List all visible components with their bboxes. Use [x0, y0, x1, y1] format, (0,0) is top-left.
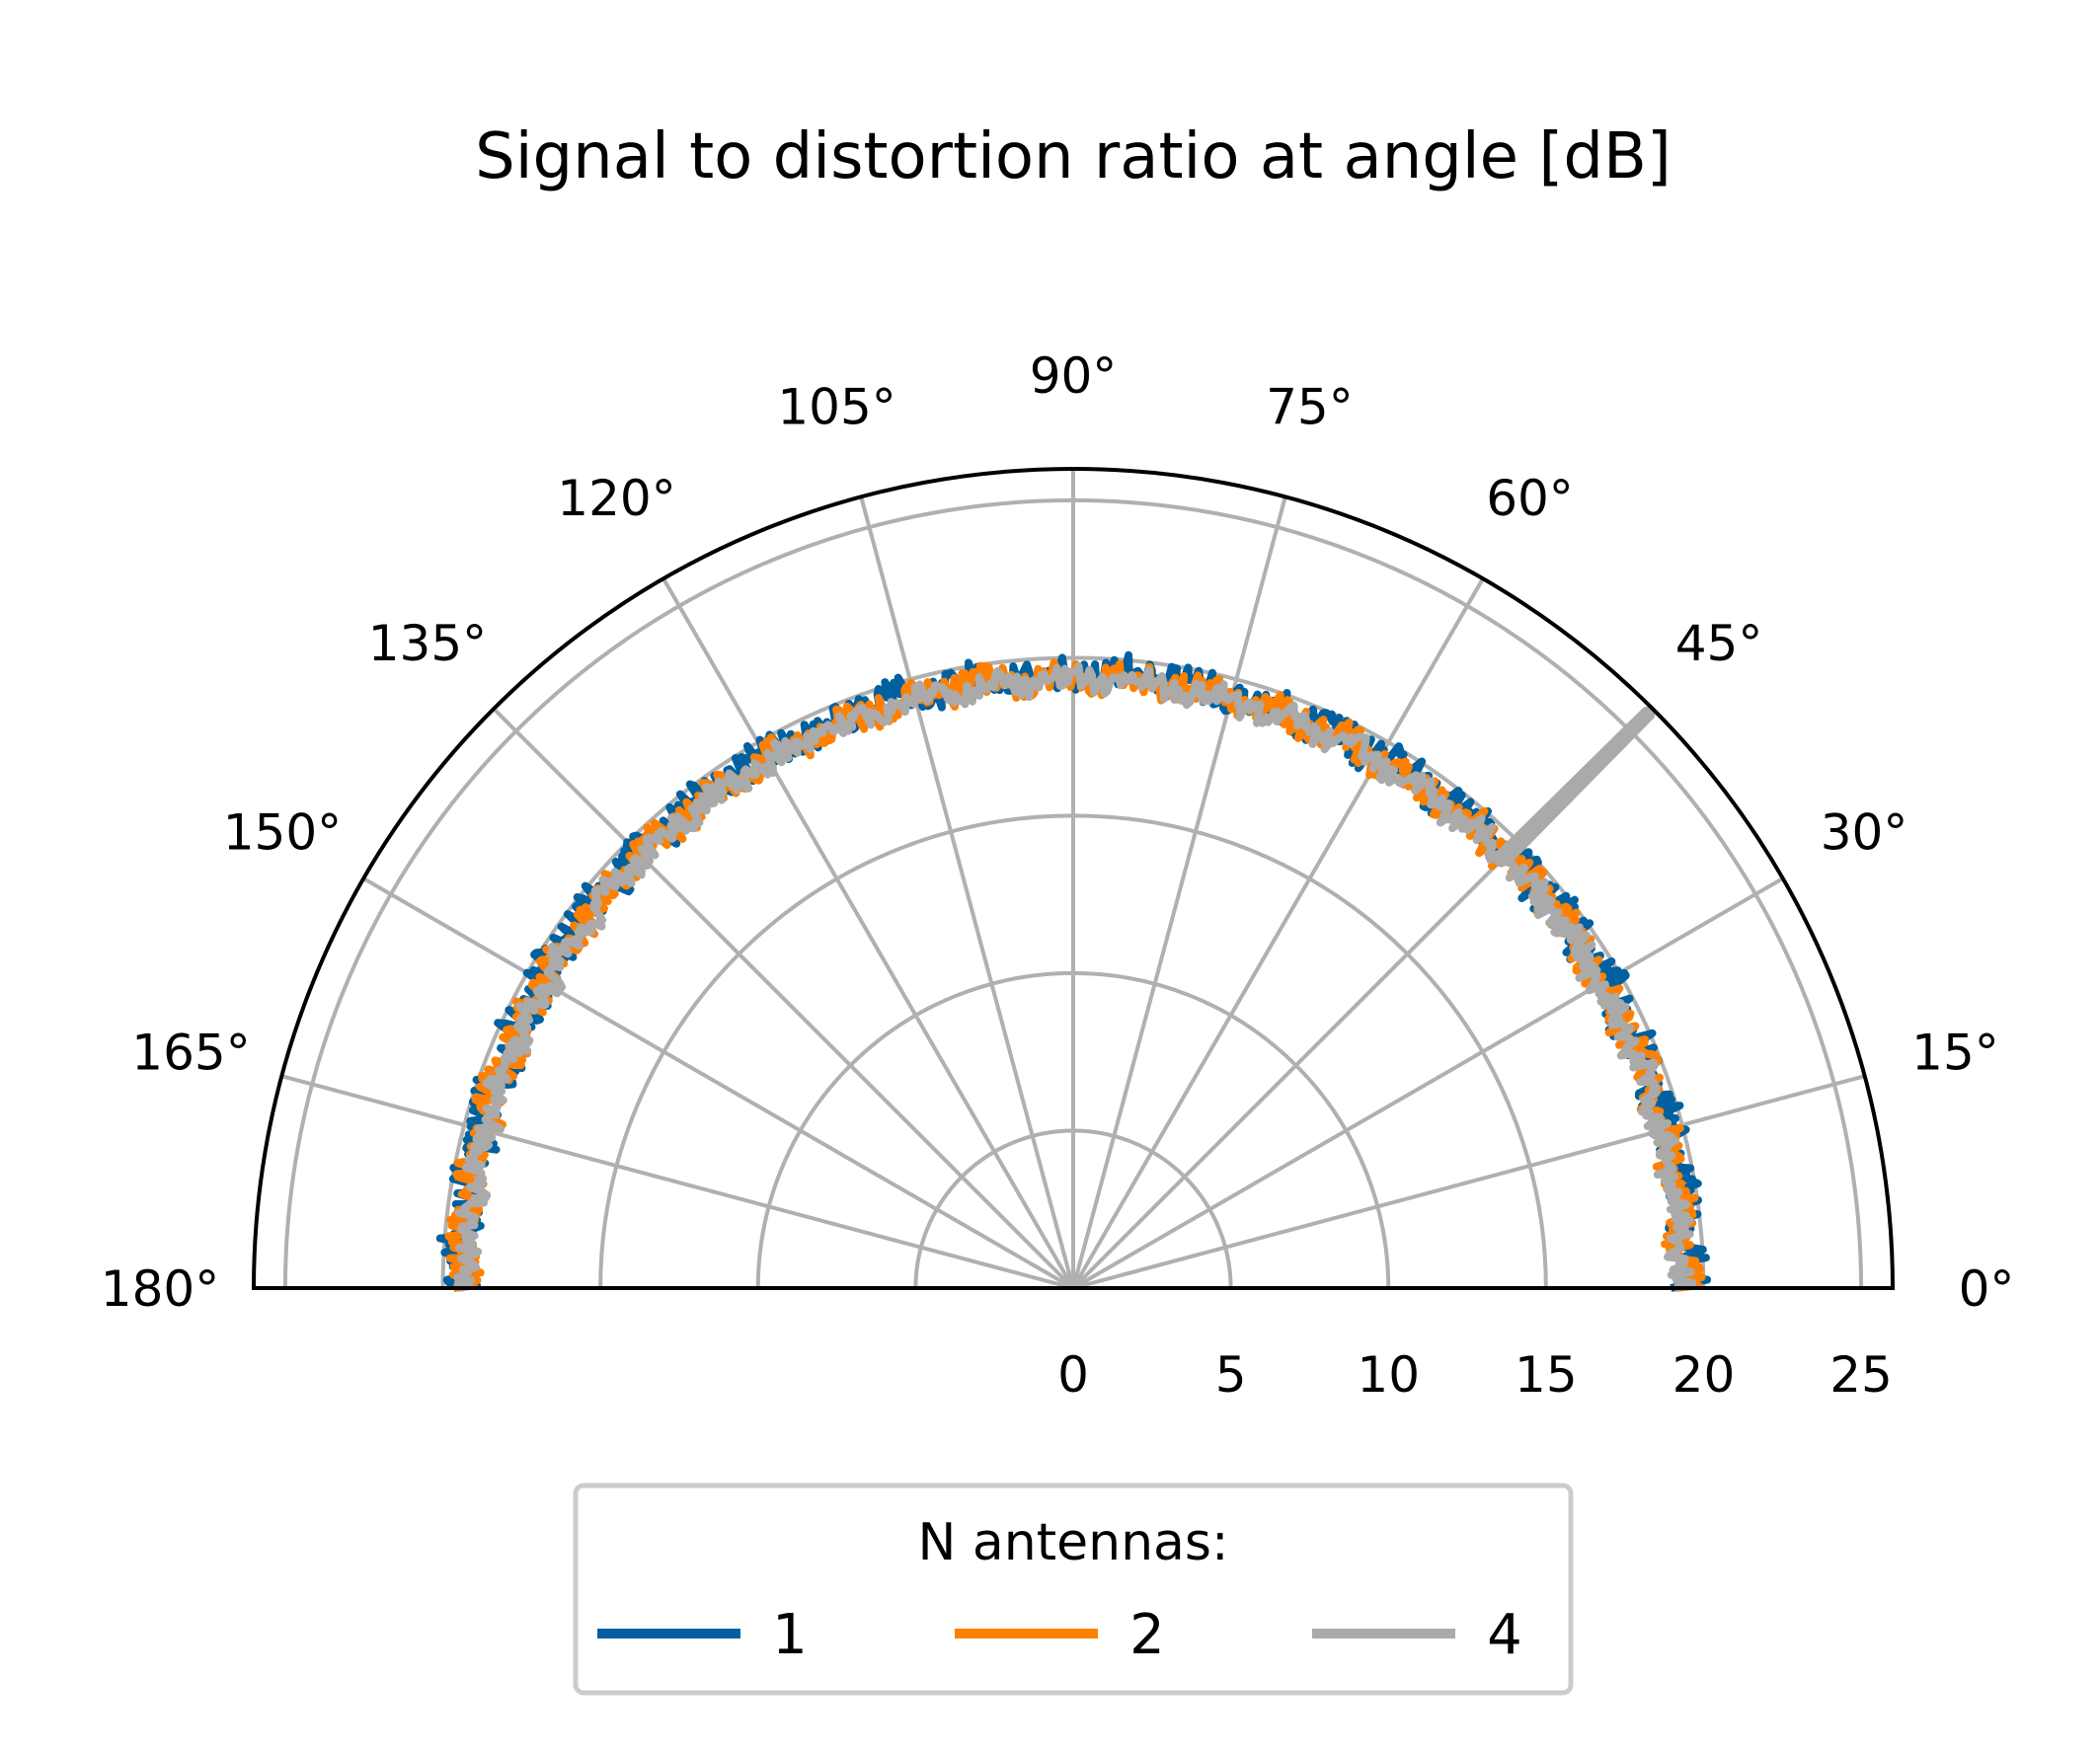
legend-entries: 1 2 4 [597, 1603, 1522, 1667]
r-tick-label: 10 [1357, 1346, 1420, 1404]
theta-tick-label: 0° [1959, 1260, 2015, 1318]
theta-tick-label: 60° [1486, 470, 1574, 527]
theta-tick-label: 150° [223, 804, 342, 862]
theta-tick-label: 75° [1266, 379, 1354, 436]
theta-grid-line-135 [492, 707, 1075, 1290]
theta-tick-labels: 0° 15° 30° 45° 60° 75° 90° 105° 120° 135° 150° 165°… [101, 347, 2015, 1318]
r-tick-label: 5 [1215, 1346, 1247, 1404]
chart-title: Signal to distortion ratio at angle [dB] [475, 120, 1672, 193]
legend-label-4: 4 [1487, 1603, 1522, 1667]
theta-tick-label: 120° [557, 470, 675, 527]
polar-frame-outline [251, 467, 1896, 1290]
theta-tick-label: 135° [368, 615, 487, 672]
theta-grid-line-30 [1071, 876, 1784, 1290]
theta-tick-label: 165° [131, 1025, 250, 1082]
series-spike-4 [1494, 706, 1656, 868]
theta-tick-label: 180° [101, 1260, 219, 1318]
legend: N antennas: 1 2 4 [573, 1483, 1574, 1696]
theta-tick-label: 105° [777, 379, 895, 436]
theta-grid-line-105 [859, 495, 1075, 1289]
r-tick-label: 0 [1057, 1346, 1089, 1404]
legend-box [573, 1483, 1574, 1696]
legend-title: N antennas: [917, 1513, 1228, 1572]
theta-grid-line-60 [1071, 577, 1485, 1289]
theta-tick-label: 90° [1030, 347, 1118, 405]
r-tick-label: 20 [1672, 1346, 1736, 1404]
theta-grid-line-120 [661, 577, 1075, 1289]
theta-tick-label: 15° [1911, 1025, 1999, 1082]
theta-grid-line-75 [1071, 495, 1287, 1289]
r-tick-label: 15 [1515, 1346, 1578, 1404]
legend-label-2: 2 [1129, 1603, 1165, 1667]
theta-grid-line-165 [280, 1074, 1074, 1290]
polar-frame [251, 467, 1896, 1290]
theta-grid-line-15 [1072, 1074, 1866, 1290]
legend-label-1: 1 [772, 1603, 808, 1667]
polar-grid [254, 469, 1893, 1288]
r-tick-label: 25 [1829, 1346, 1893, 1404]
r-tick-labels: 0 5 10 15 20 25 [1057, 1346, 1893, 1404]
series-layer [435, 650, 1712, 1292]
theta-tick-label: 30° [1821, 804, 1908, 862]
theta-grid-line-150 [362, 876, 1074, 1290]
theta-tick-label: 45° [1675, 615, 1763, 672]
series-line-4 [453, 661, 1697, 1292]
